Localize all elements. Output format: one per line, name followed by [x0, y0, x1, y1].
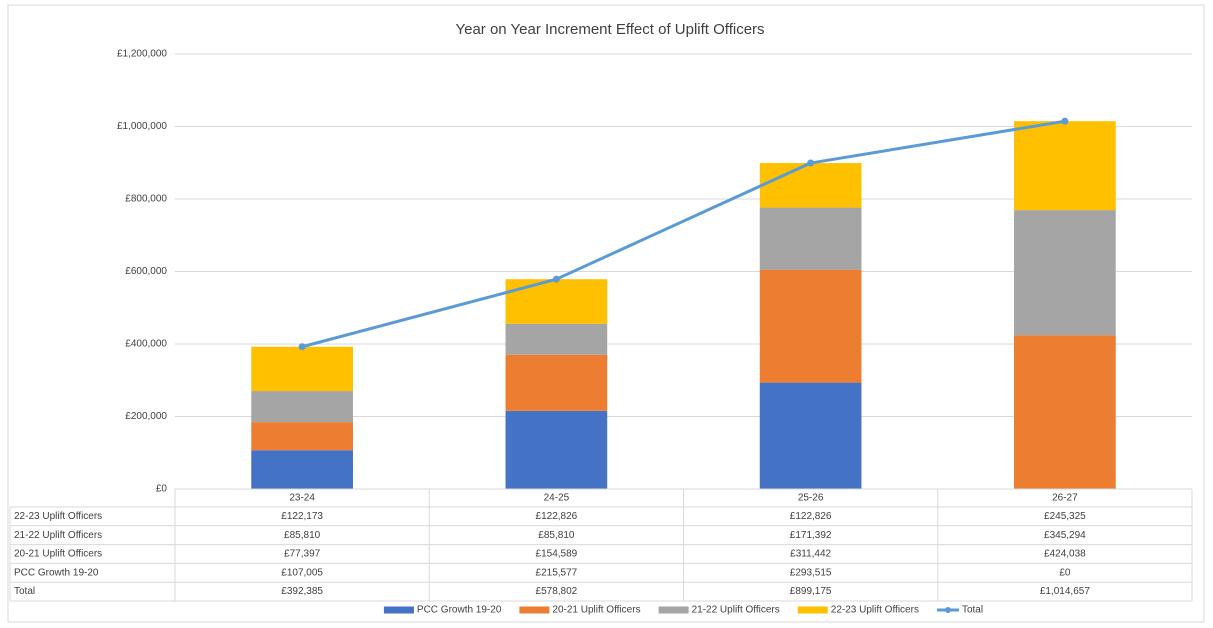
table-cell: £0: [1059, 567, 1071, 578]
table-row-label: Total: [14, 586, 35, 597]
table-cell: £85,810: [284, 530, 321, 541]
table-cell: £154,589: [536, 549, 578, 560]
bar: [759, 163, 862, 208]
table-cell: £311,442: [790, 549, 831, 560]
bar: [251, 422, 353, 451]
table-cell: £122,826: [536, 511, 578, 522]
bar: [759, 207, 862, 270]
table-cell: £122,173: [281, 511, 323, 522]
bar: [1014, 210, 1116, 336]
y-tick-label: £800,000: [125, 194, 167, 205]
bar: [759, 269, 862, 383]
y-tick-label: £0: [156, 484, 168, 495]
legend-swatch: [797, 606, 828, 614]
bar: [251, 450, 353, 489]
legend-label: 22-23 Uplift Officers: [831, 605, 919, 616]
legend-label: 21-22 Uplift Officers: [692, 605, 780, 616]
legend-label: Total: [962, 605, 983, 616]
table-cell: £345,294: [1044, 530, 1086, 541]
y-tick-label: £1,000,000: [117, 121, 167, 132]
line-marker: [552, 275, 560, 283]
y-tick-label: £1,200,000: [117, 49, 167, 60]
legend-marker: [944, 607, 951, 613]
table-row-label: PCC Growth 19-20: [14, 567, 99, 578]
table-cell: £245,325: [1044, 511, 1086, 522]
table-cell: £122,826: [790, 511, 832, 522]
table-cell: £424,038: [1044, 549, 1086, 560]
table-cell: £171,392: [790, 530, 832, 541]
table-cell: £392,385: [281, 586, 323, 597]
legend-label: 20-21 Uplift Officers: [552, 605, 640, 616]
line-marker: [298, 343, 306, 351]
bar: [251, 346, 353, 392]
table-cell: £899,175: [790, 586, 832, 597]
bar: [505, 410, 608, 489]
x-tick-label: 23-24: [289, 493, 315, 504]
table-row-label: 21-22 Uplift Officers: [14, 530, 102, 541]
y-tick-label: £200,000: [125, 411, 167, 422]
table-cell: £293,515: [790, 567, 832, 578]
legend-swatch: [383, 606, 414, 614]
bar: [505, 323, 608, 355]
bar: [759, 382, 862, 489]
legend-swatch: [519, 606, 550, 614]
line: [301, 119, 1066, 349]
x-tick-label: 24-25: [544, 493, 570, 504]
bar: [251, 391, 353, 423]
x-tick-label: 25-26: [798, 493, 824, 504]
table-cell: £578,802: [536, 586, 578, 597]
legend-label: PCC Growth 19-20: [417, 605, 502, 616]
bar: [1014, 121, 1116, 211]
table-row-label: 22-23 Uplift Officers: [14, 511, 102, 522]
table-cell: £1,014,657: [1040, 586, 1090, 597]
chart-title: Year on Year Increment Effect of Uplift …: [455, 21, 764, 38]
table-cell: £85,810: [538, 530, 575, 541]
table-cell: £107,005: [281, 567, 323, 578]
table-cell: £77,397: [284, 549, 321, 560]
table-cell: £215,577: [536, 567, 578, 578]
line-marker: [1061, 117, 1069, 125]
line-marker: [807, 159, 815, 167]
x-tick-label: 26-27: [1052, 493, 1078, 504]
y-tick-label: £600,000: [125, 266, 167, 277]
bar: [1014, 335, 1116, 489]
bar: [505, 354, 608, 411]
bar: [505, 279, 608, 324]
table-row-label: 20-21 Uplift Officers: [14, 549, 102, 560]
legend-swatch: [658, 606, 689, 614]
y-tick-label: £400,000: [125, 339, 167, 350]
